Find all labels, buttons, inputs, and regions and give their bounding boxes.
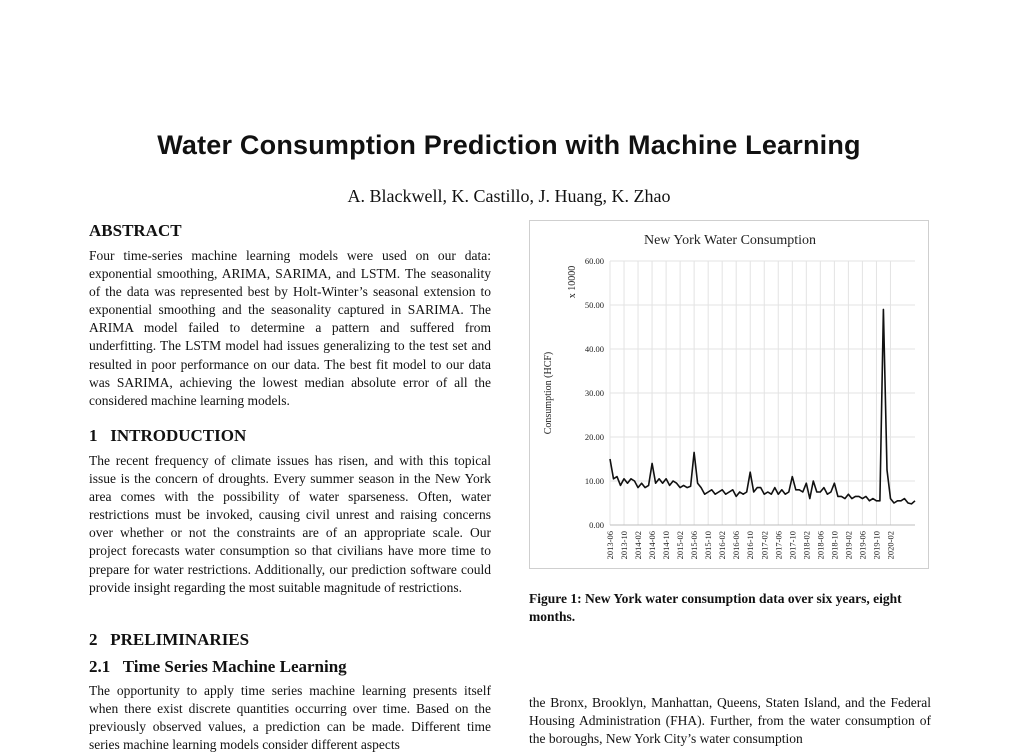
x-tick-label: 2013-10 bbox=[619, 531, 629, 559]
y-tick-label: 30.00 bbox=[585, 388, 604, 398]
x-tick-label: 2016-06 bbox=[731, 531, 741, 559]
abstract-text: Four time-series machine learning models… bbox=[89, 248, 491, 408]
x-tick-label: 2018-06 bbox=[815, 531, 825, 559]
abstract-heading: ABSTRACT bbox=[89, 221, 182, 240]
figure-caption: Figure 1: New York water consumption dat… bbox=[529, 591, 902, 624]
y-tick-labels: 0.00 10.00 20.00 30.00 40.00 50.00 60.00 bbox=[585, 256, 604, 530]
x-tick-label: 2019-02 bbox=[843, 531, 853, 559]
right-column-text: the Bronx, Brooklyn, Manhattan, Queens, … bbox=[529, 695, 931, 747]
water-consumption-chart: New York Water Consumption Consumption (… bbox=[543, 233, 916, 559]
y-tick-label: 50.00 bbox=[585, 300, 604, 310]
series-line bbox=[609, 308, 916, 505]
y-tick-label: 40.00 bbox=[585, 344, 604, 354]
x-tick-label: 2016-02 bbox=[717, 531, 727, 559]
figure-1: New York Water Consumption Consumption (… bbox=[529, 220, 929, 569]
y-tick-label: 20.00 bbox=[585, 432, 604, 442]
x-tick-label: 2015-02 bbox=[675, 531, 685, 559]
x-tick-labels: 2013-06 2013-10 2014-02 2014-06 2014-10 2015-… bbox=[605, 531, 895, 559]
time-series-text: The opportunity to apply time series mac… bbox=[89, 683, 491, 753]
chart-grid bbox=[609, 260, 915, 526]
x-tick-label: 2015-06 bbox=[689, 531, 699, 559]
x-tick-label: 2018-10 bbox=[829, 531, 839, 559]
y-axis-label: Consumption (HCF) bbox=[543, 352, 554, 435]
x-tick-label: 2019-10 bbox=[871, 531, 881, 559]
x-tick-label: 2019-06 bbox=[857, 531, 867, 559]
x-tick-label: 2015-10 bbox=[703, 531, 713, 559]
x-tick-label: 2016-10 bbox=[745, 531, 755, 559]
x-tick-label: 2020-02 bbox=[885, 531, 895, 559]
x-tick-label: 2014-10 bbox=[661, 531, 671, 559]
x-tick-label: 2014-02 bbox=[633, 531, 643, 559]
introduction-text: The recent frequency of climate issues h… bbox=[89, 453, 491, 595]
x-tick-label: 2018-02 bbox=[801, 531, 811, 559]
x-tick-label: 2013-06 bbox=[605, 531, 615, 559]
y-tick-label: 60.00 bbox=[585, 256, 604, 266]
x-tick-label: 2017-10 bbox=[787, 531, 797, 559]
y-tick-label: 10.00 bbox=[585, 476, 604, 486]
author-list: A. Blackwell, K. Castillo, J. Huang, K. … bbox=[347, 186, 671, 206]
y-tick-label: 0.00 bbox=[589, 520, 604, 530]
x-tick-label: 2017-02 bbox=[759, 531, 769, 559]
y-scale-label: x 10000 bbox=[567, 266, 578, 299]
time-series-heading: 2.1 Time Series Machine Learning bbox=[89, 657, 347, 676]
x-tick-label: 2017-06 bbox=[773, 531, 783, 559]
introduction-heading: 1 INTRODUCTION bbox=[89, 426, 247, 445]
preliminaries-heading: 2 PRELIMINARIES bbox=[89, 630, 250, 649]
x-tick-label: 2014-06 bbox=[647, 531, 657, 559]
chart-title: New York Water Consumption bbox=[644, 233, 816, 248]
paper-title: Water Consumption Prediction with Machin… bbox=[157, 130, 861, 160]
